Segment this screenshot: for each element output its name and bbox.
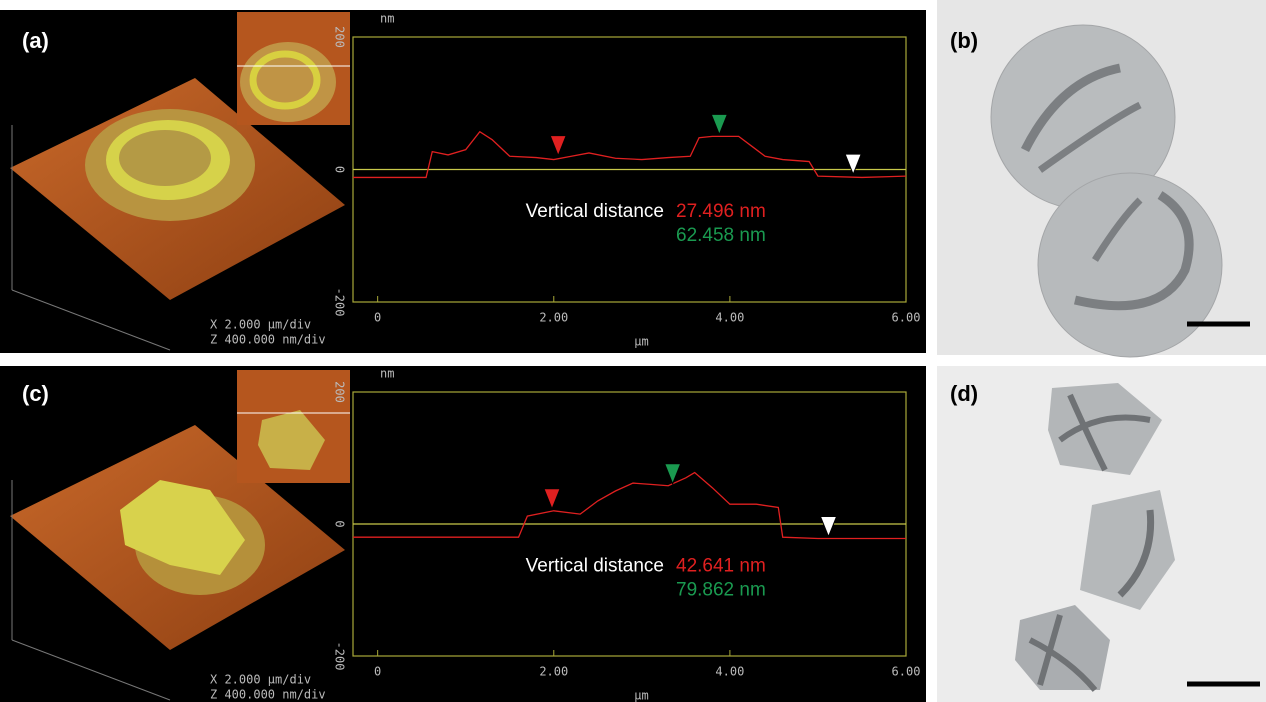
x-tick-label: 4.00: [715, 665, 744, 679]
cursor-marker: [543, 488, 561, 511]
afm-3d: [10, 370, 350, 701]
cursor-marker: [663, 463, 682, 486]
afm-scale: X 2.000 µm/div: [210, 673, 311, 687]
panel-label: (c): [22, 381, 49, 406]
x-tick-label: 6.00: [892, 665, 921, 679]
x-tick-label: 6.00: [892, 311, 921, 325]
x-tick-label: 4.00: [715, 311, 744, 325]
y-tick-label: -200: [333, 642, 347, 671]
y-axis-label: nm: [380, 367, 394, 381]
tem-image: [937, 0, 1266, 702]
annotation-value: 42.641 nm: [676, 555, 766, 576]
x-tick-label: 2.00: [539, 311, 568, 325]
y-tick-label: 200: [333, 381, 347, 403]
panel-label: (b): [950, 28, 978, 53]
annotation-value: 79.862 nm: [676, 579, 766, 600]
y-axis-label: nm: [380, 12, 394, 26]
y-tick-label: -200: [333, 288, 347, 317]
profile-line: [353, 130, 907, 179]
cursor-marker: [710, 113, 729, 136]
x-tick-label: 0: [374, 665, 381, 679]
annotation-value: 27.496 nm: [676, 201, 766, 222]
afm-scale: X 2.000 µm/div: [210, 318, 311, 332]
cursor-marker: [549, 135, 567, 157]
x-axis-label: µm: [634, 689, 648, 702]
afm-scale: Z 400.000 nm/div: [210, 333, 326, 347]
annotation-label: Vertical distance: [526, 555, 664, 576]
panel-label: (d): [950, 381, 978, 406]
x-axis-label: µm: [634, 335, 648, 349]
cursor-marker: [844, 153, 862, 176]
afm-3d: [10, 12, 350, 351]
afm-scale: Z 400.000 nm/div: [210, 688, 326, 702]
y-tick-label: 200: [333, 26, 347, 48]
y-tick-label: 0: [333, 166, 347, 173]
x-tick-label: 0: [374, 311, 381, 325]
x-tick-label: 2.00: [539, 665, 568, 679]
cursor-marker: [819, 516, 838, 538]
y-tick-label: 0: [333, 520, 347, 527]
annotation-label: Vertical distance: [526, 201, 664, 222]
annotation-value: 62.458 nm: [676, 225, 766, 246]
panel-label: (a): [22, 28, 49, 53]
profile-line: [353, 471, 906, 540]
